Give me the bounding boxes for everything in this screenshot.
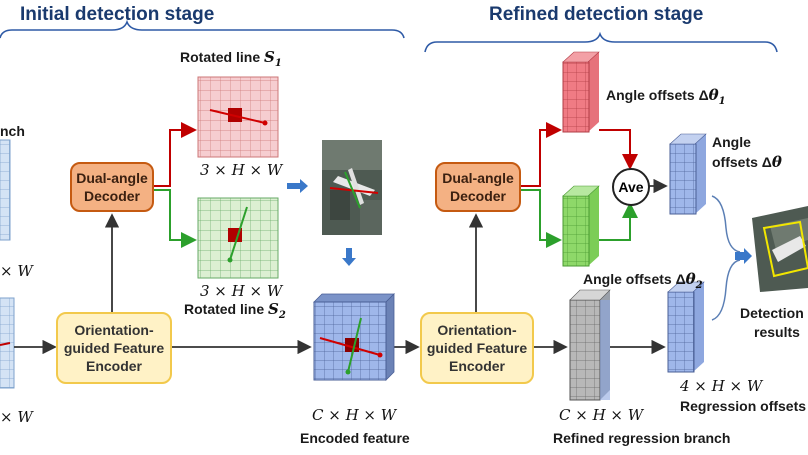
rotated-line-s2-map	[197, 197, 279, 279]
rotated-line-s2-dims: 3 × H × W	[200, 282, 283, 300]
refined-encoder-line3: Encoder	[448, 358, 505, 374]
encoded-feature-label: Encoded feature	[300, 430, 410, 446]
refined-decoder-to-angle2-arrow	[519, 189, 562, 248]
angle-line2-text: offsets Δ	[712, 154, 772, 170]
initial-stage-title: Initial detection stage	[20, 4, 215, 25]
detection-results-line2: results	[754, 324, 800, 340]
angle-offsets-map	[669, 133, 707, 215]
to-detection-arrow	[735, 248, 752, 264]
detection-results-line1: Detection	[740, 305, 804, 321]
angle2-to-ave-arrow	[599, 202, 638, 241]
rotated-line-s1-label: Rotated line S1	[180, 48, 282, 69]
angle-bracket	[711, 195, 741, 253]
angle1-sub: 1	[718, 95, 726, 107]
refined-branch-dims: C × H × W	[559, 406, 644, 424]
rot2-label-sub: 2	[278, 309, 286, 321]
angle2-text: Angle offsets Δ	[583, 271, 686, 287]
decoder-to-s1-arrow	[153, 122, 197, 187]
refined-branch-map	[569, 289, 611, 401]
refined-decoder-to-angle1-arrow	[519, 122, 562, 187]
angle1-to-ave-arrow	[599, 129, 638, 170]
detection-results-image	[752, 206, 808, 292]
left-dims-top: × W	[0, 262, 33, 280]
angle-offsets-1-map	[562, 51, 600, 133]
refined-stage-title: Refined detection stage	[489, 4, 704, 25]
regression-offsets-dims: 4 × H × W	[680, 377, 763, 395]
refined-decoder-line2: Decoder	[449, 188, 506, 204]
regression-offsets-label: Regression offsets	[680, 398, 807, 414]
refined-branch-label: Refined regression branch	[553, 430, 731, 446]
rot1-label-sub: 1	[274, 57, 282, 69]
left-branch-fragment: nch	[0, 123, 25, 139]
angle-offsets-2-map	[562, 185, 600, 267]
initial-encoder-line2: guided Feature	[63, 340, 165, 356]
regression-bracket	[711, 259, 741, 321]
encoded-feature-cube	[313, 293, 395, 381]
initial-dual-angle-decoder: Dual-angle Decoder	[70, 162, 154, 212]
rotated-line-s1-map	[197, 76, 279, 158]
aerial-image-initial	[322, 140, 382, 235]
initial-encoder-line1: Orientation-	[74, 322, 154, 338]
angle-offsets-1-label: Angle offsets Δθ1	[606, 86, 726, 107]
initial-decoder-line2: Decoder	[83, 188, 140, 204]
decoder-to-s2-arrow	[153, 189, 197, 248]
refined-encoder-line1: Orientation-	[437, 322, 517, 338]
angle-offsets-label-line2: offsets Δθ	[712, 153, 782, 171]
ave-node: Ave	[612, 168, 650, 206]
rotated-line-s1-dims: 3 × H × W	[200, 161, 283, 179]
initial-stage-brace	[0, 19, 405, 39]
rot2-label-text: Rotated line	[184, 301, 265, 317]
angle1-text: Angle offsets Δ	[606, 87, 709, 103]
rot1-label-sym: S	[264, 48, 275, 66]
initial-orientation-encoder: Orientation-guided Feature Encoder	[56, 312, 172, 384]
initial-encoder-line3: Encoder	[85, 358, 142, 374]
angle1-sym: θ	[708, 86, 719, 104]
rotated-line-s2-label: Rotated line S2	[184, 300, 286, 321]
left-partial-map-top	[0, 139, 11, 241]
left-dims-bottom: × W	[0, 408, 33, 426]
regression-offsets-map	[667, 281, 705, 373]
image-to-feature-arrow	[342, 248, 356, 266]
rot2-label-sym: S	[268, 300, 279, 318]
map-to-image-arrow	[287, 179, 308, 193]
angle2-sub: 2	[695, 279, 703, 291]
initial-decoder-line1: Dual-angle	[76, 170, 148, 186]
refined-decoder-line1: Dual-angle	[442, 170, 514, 186]
angle-offsets-label-line1: Angle	[712, 134, 751, 150]
refined-orientation-encoder: Orientation-guided Feature Encoder	[420, 312, 534, 384]
angle2-sym: θ	[685, 270, 696, 288]
angle-offsets-2-label: Angle offsets Δθ2	[583, 270, 703, 291]
angle-line2-sym: θ	[771, 153, 782, 171]
refined-dual-angle-decoder: Dual-angle Decoder	[435, 162, 521, 212]
rot1-label-text: Rotated line	[180, 49, 261, 65]
encoded-feature-dims: C × H × W	[312, 406, 397, 424]
refined-stage-brace	[424, 31, 778, 53]
refined-encoder-line2: guided Feature	[426, 340, 528, 356]
